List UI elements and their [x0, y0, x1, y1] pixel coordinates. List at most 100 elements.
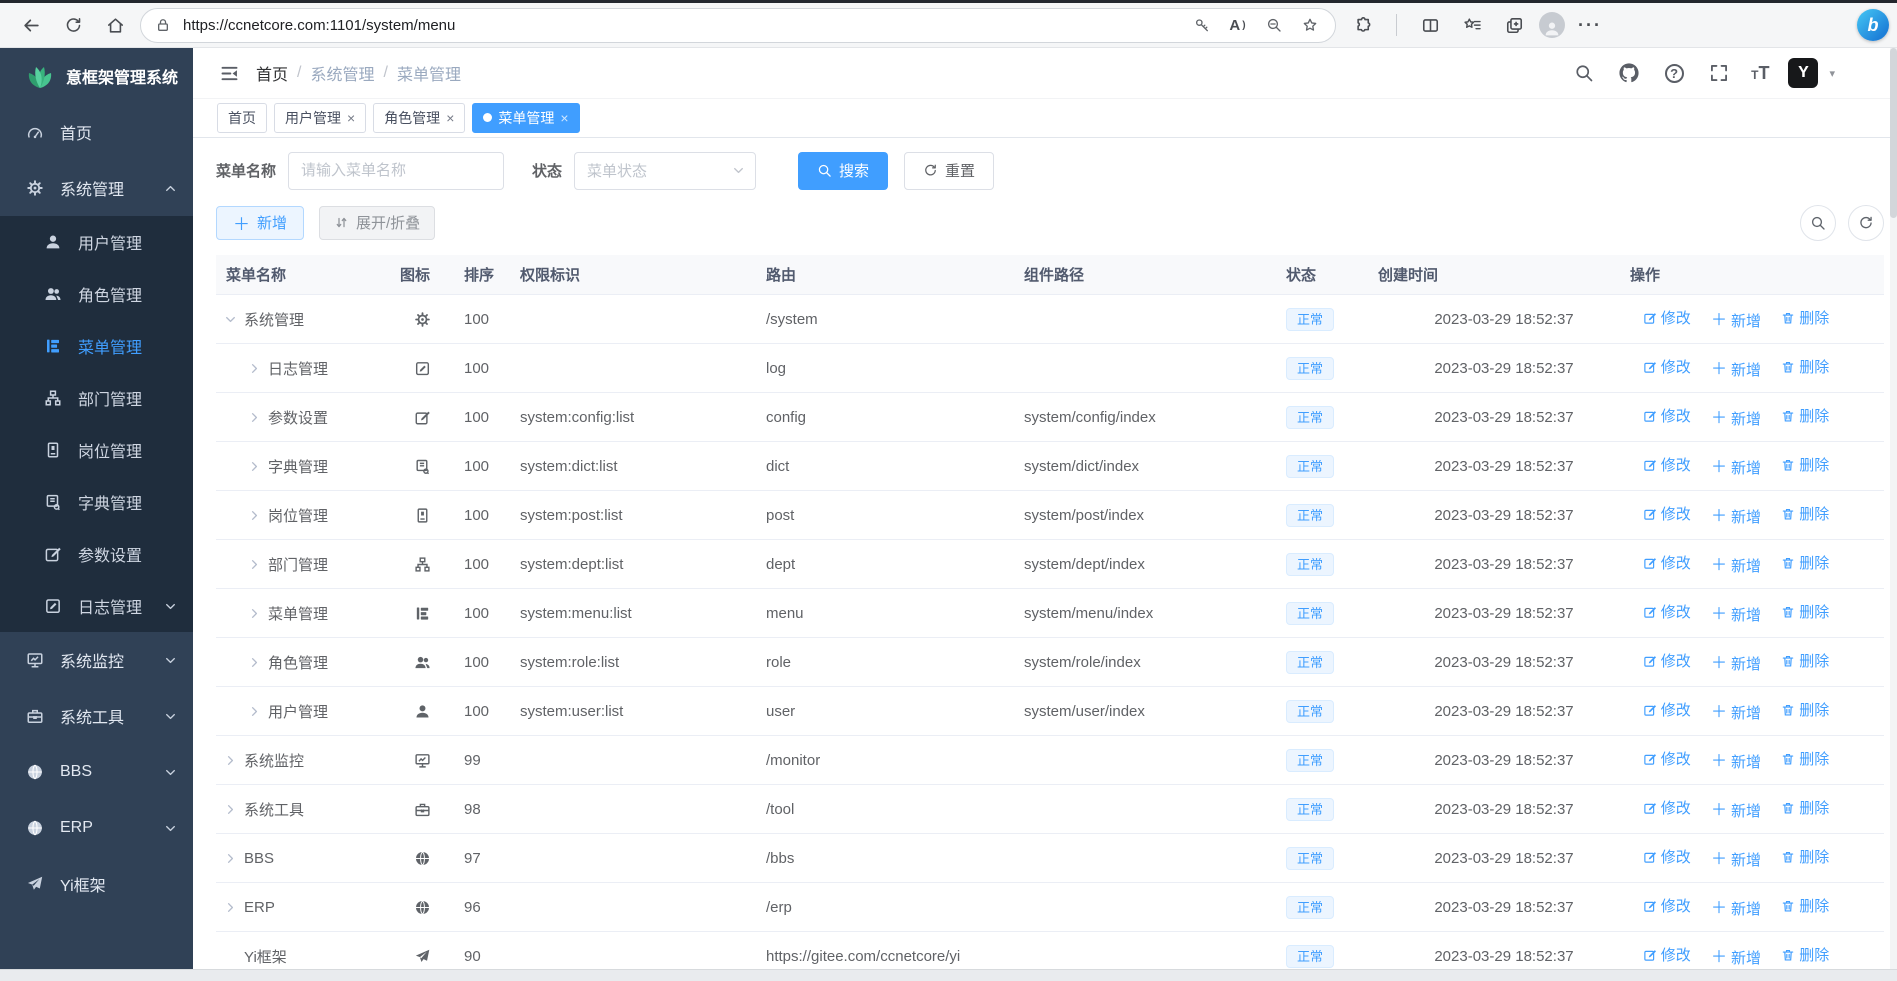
- add-button[interactable]: ＋ 新增: [216, 205, 305, 240]
- edit-link[interactable]: 修改: [1643, 307, 1691, 328]
- more-menu-icon[interactable]: ···: [1578, 14, 1602, 35]
- add-link[interactable]: ＋新增: [1710, 360, 1762, 380]
- delete-link[interactable]: 删除: [1781, 846, 1829, 867]
- expand-icon[interactable]: [224, 803, 244, 816]
- status-select[interactable]: 菜单状态: [574, 151, 757, 190]
- expand-icon[interactable]: [224, 901, 244, 914]
- delete-link[interactable]: 删除: [1781, 895, 1829, 916]
- sidebar-item-tools[interactable]: 系统工具: [0, 688, 193, 744]
- add-link[interactable]: ＋新增: [1710, 899, 1762, 919]
- close-icon[interactable]: ×: [560, 109, 569, 126]
- vertical-scrollbar[interactable]: [1890, 48, 1897, 969]
- breadcrumb-system[interactable]: 系统管理: [310, 67, 375, 85]
- password-key-icon[interactable]: [1187, 10, 1217, 40]
- fullscreen-icon[interactable]: [1706, 60, 1732, 86]
- sidebar-item-home[interactable]: 首页: [0, 104, 193, 160]
- sidebar-item-dictionary[interactable]: 字典管理: [0, 476, 193, 528]
- close-icon[interactable]: ×: [446, 109, 455, 126]
- bing-sidebar-icon[interactable]: b: [1857, 9, 1889, 41]
- expand-icon[interactable]: [248, 509, 268, 522]
- expand-icon[interactable]: [248, 607, 268, 620]
- split-screen-icon[interactable]: [1413, 8, 1447, 42]
- refresh-button[interactable]: [56, 8, 90, 42]
- sidebar-item-yi-framework[interactable]: Yi框架: [0, 856, 193, 912]
- sidebar-item-erp[interactable]: ERP: [0, 800, 193, 856]
- edit-link[interactable]: 修改: [1643, 699, 1691, 720]
- tab-home[interactable]: 首页: [217, 102, 267, 133]
- add-link[interactable]: ＋新增: [1710, 311, 1762, 331]
- add-link[interactable]: ＋新增: [1710, 654, 1762, 674]
- menu-name-input[interactable]: [288, 151, 505, 190]
- add-link[interactable]: ＋新增: [1710, 605, 1762, 625]
- collections-icon[interactable]: [1497, 8, 1531, 42]
- delete-link[interactable]: 删除: [1781, 650, 1829, 671]
- expand-icon[interactable]: [248, 705, 268, 718]
- sidebar-item-roles[interactable]: 角色管理: [0, 268, 193, 320]
- edit-link[interactable]: 修改: [1643, 797, 1691, 818]
- expand-icon[interactable]: [248, 656, 268, 669]
- sidebar-item-system[interactable]: 系统管理: [0, 160, 193, 216]
- profile-avatar[interactable]: [1539, 12, 1565, 38]
- read-aloud-icon[interactable]: A): [1229, 16, 1247, 34]
- help-icon[interactable]: ?: [1661, 60, 1687, 86]
- github-icon[interactable]: [1616, 60, 1642, 86]
- back-button[interactable]: [14, 8, 48, 42]
- expand-icon[interactable]: [248, 362, 268, 375]
- user-avatar[interactable]: Y: [1788, 58, 1819, 89]
- sidebar-item-bbs[interactable]: BBS: [0, 744, 193, 800]
- show-search-button[interactable]: [1800, 204, 1836, 241]
- sidebar-item-posts[interactable]: 岗位管理: [0, 424, 193, 476]
- add-link[interactable]: ＋新增: [1710, 801, 1762, 821]
- reset-button[interactable]: 重置: [904, 151, 995, 190]
- expand-icon[interactable]: [248, 460, 268, 473]
- search-icon[interactable]: [1571, 60, 1597, 86]
- search-button[interactable]: 搜索: [798, 151, 889, 190]
- tab-user-mgmt[interactable]: 用户管理 ×: [274, 102, 367, 133]
- extensions-icon[interactable]: [1346, 8, 1380, 42]
- app-logo[interactable]: 意框架管理系统: [0, 48, 193, 104]
- expand-icon[interactable]: [248, 411, 268, 424]
- add-link[interactable]: ＋新增: [1710, 948, 1762, 968]
- edit-link[interactable]: 修改: [1643, 601, 1691, 622]
- avatar-caret-icon[interactable]: ▾: [1829, 67, 1835, 80]
- tab-menu-mgmt[interactable]: 菜单管理 ×: [472, 102, 580, 133]
- edit-link[interactable]: 修改: [1643, 405, 1691, 426]
- delete-link[interactable]: 删除: [1781, 797, 1829, 818]
- sidebar-item-logs[interactable]: 日志管理: [0, 580, 193, 632]
- add-link[interactable]: ＋新增: [1710, 703, 1762, 723]
- edit-link[interactable]: 修改: [1643, 454, 1691, 475]
- add-link[interactable]: ＋新增: [1710, 507, 1762, 527]
- edit-link[interactable]: 修改: [1643, 944, 1691, 965]
- sidebar-item-departments[interactable]: 部门管理: [0, 372, 193, 424]
- sidebar-item-monitor[interactable]: 系统监控: [0, 632, 193, 688]
- edit-link[interactable]: 修改: [1643, 650, 1691, 671]
- expand-collapse-button[interactable]: 展开/折叠: [319, 205, 436, 240]
- tab-role-mgmt[interactable]: 角色管理 ×: [373, 102, 466, 133]
- expand-icon[interactable]: [248, 558, 268, 571]
- text-size-icon[interactable]: TT: [1751, 62, 1770, 83]
- breadcrumb-home[interactable]: 首页: [256, 67, 289, 85]
- horizontal-scrollbar[interactable]: [0, 969, 1897, 981]
- edit-link[interactable]: 修改: [1643, 748, 1691, 769]
- sidebar-item-users[interactable]: 用户管理: [0, 216, 193, 268]
- add-link[interactable]: ＋新增: [1710, 458, 1762, 478]
- add-link[interactable]: ＋新增: [1710, 752, 1762, 772]
- edit-link[interactable]: 修改: [1643, 846, 1691, 867]
- add-link[interactable]: ＋新增: [1710, 409, 1762, 429]
- edit-link[interactable]: 修改: [1643, 895, 1691, 916]
- url-text[interactable]: https://ccnetcore.com:1101/system/menu: [183, 16, 456, 34]
- sidebar-item-config[interactable]: 参数设置: [0, 528, 193, 580]
- delete-link[interactable]: 删除: [1781, 307, 1829, 328]
- sidebar-fold-icon[interactable]: [219, 63, 240, 84]
- expand-icon[interactable]: [224, 852, 244, 865]
- favorite-star-icon[interactable]: [1295, 10, 1325, 40]
- expand-icon[interactable]: [224, 313, 244, 326]
- zoom-out-icon[interactable]: [1259, 10, 1289, 40]
- expand-icon[interactable]: [224, 754, 244, 767]
- delete-link[interactable]: 删除: [1781, 503, 1829, 524]
- delete-link[interactable]: 删除: [1781, 748, 1829, 769]
- delete-link[interactable]: 删除: [1781, 601, 1829, 622]
- delete-link[interactable]: 删除: [1781, 552, 1829, 573]
- delete-link[interactable]: 删除: [1781, 944, 1829, 965]
- edit-link[interactable]: 修改: [1643, 503, 1691, 524]
